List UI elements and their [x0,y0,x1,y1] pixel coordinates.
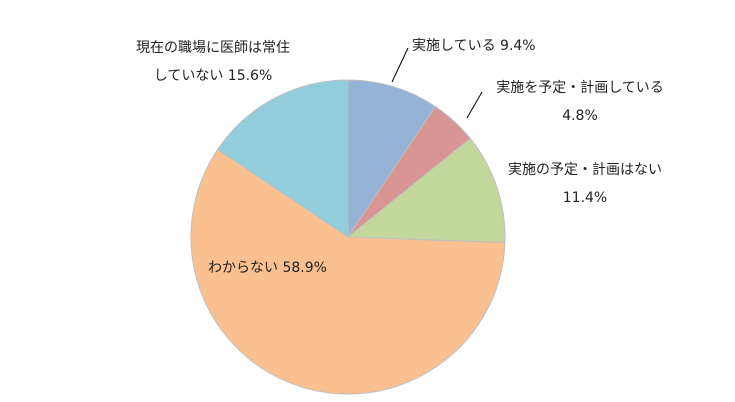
value-label: 15.6% [227,68,273,84]
value-label: 4.8% [562,108,598,124]
category-label: わからない [208,260,278,276]
leader-line [466,91,483,119]
pie-slice [346,137,506,244]
slice-label: わからない 58.9% [208,254,327,282]
category-label: 実施の予定・計画はない [508,162,662,178]
slice-label: 実施している 9.4% [412,32,536,60]
pie-slice [216,79,349,238]
pie-slice [190,148,506,395]
pie-slice [347,79,437,239]
value-label: 58.9% [282,260,327,276]
slice-label: 実施の予定・計画はない 11.4% [495,156,675,212]
slice-label: 実施を予定・計画している 4.8% [485,74,675,130]
value-label: 9.4% [500,38,536,54]
value-label: 11.4% [562,190,608,206]
category-label: 現在の職場に医師は常住していない [136,40,290,84]
category-label: 実施を予定・計画している [496,80,664,96]
slice-label: 現在の職場に医師は常住していない 15.6% [132,34,294,90]
pie [190,79,506,395]
category-label: 実施している [412,38,496,54]
leader-line [391,47,409,83]
